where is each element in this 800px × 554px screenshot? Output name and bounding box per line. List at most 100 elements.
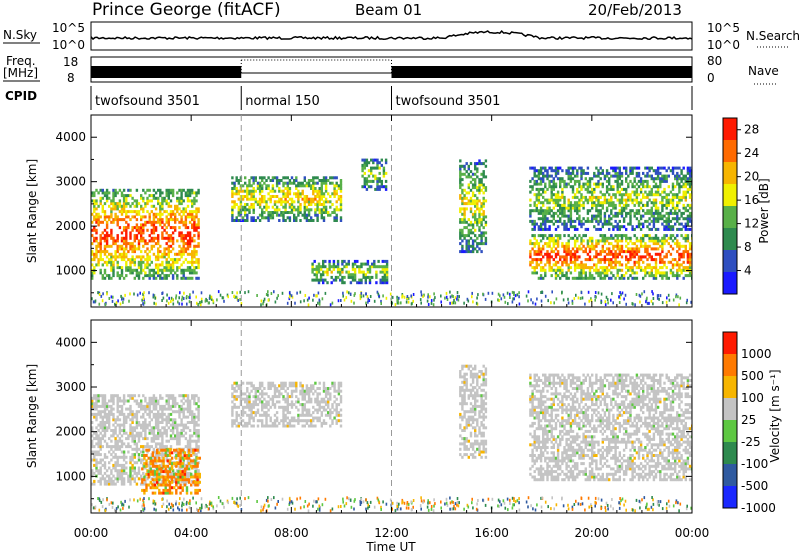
data-cell [656,236,660,240]
data-cell [467,202,470,206]
data-cell [336,275,340,279]
data-cell [140,260,143,264]
data-cell [480,212,483,216]
data-cell [371,265,374,269]
data-cell [343,265,346,269]
data-cell [582,244,585,248]
data-cell [110,207,113,211]
data-cell [333,195,336,198]
y-tick-label: 2000 [55,219,86,233]
data-cell [539,209,543,213]
data-cell [682,225,685,229]
data-cell [140,196,143,200]
ground-scatter-cell [276,296,278,300]
data-cell [533,201,536,205]
data-cell [237,208,240,212]
data-cell [93,482,96,486]
data-cell [165,242,168,246]
data-cell [271,216,275,220]
data-cell [197,258,200,262]
ground-scatter-cell [204,299,207,303]
data-cell [182,396,185,400]
data-cell [659,258,662,262]
data-cell [297,213,300,217]
data-cell [171,399,175,403]
data-cell [178,437,181,441]
data-cell [584,271,587,275]
data-cell [120,434,124,438]
ground-scatter-cell [373,299,376,303]
data-cell [237,219,240,222]
data-cell [148,194,151,198]
data-cell [180,479,183,483]
data-cell [91,271,94,275]
data-cell [680,214,683,218]
data-cell [484,188,488,192]
data-cell [686,171,690,175]
data-cell [193,210,196,214]
data-cell [105,242,109,246]
ground-scatter-cell [445,295,448,299]
data-cell [295,176,298,180]
data-cell [686,250,690,254]
ground-scatter-cell [527,299,529,303]
data-cell [625,203,628,207]
data-cell [122,394,126,398]
data-cell [154,421,158,424]
data-cell [644,242,647,246]
data-cell [254,200,257,204]
data-cell [554,252,558,256]
data-cell [110,471,113,475]
data-cell [186,276,190,280]
data-cell [159,421,162,424]
ground-scatter-cell [353,301,355,305]
data-cell [169,404,173,408]
data-cell [353,259,357,263]
data-cell [171,231,175,235]
data-cell [584,171,587,175]
data-cell [110,231,113,235]
data-cell [312,187,315,190]
data-cell [669,211,673,215]
data-cell [459,242,462,246]
cpid-segment-label: normal 150 [245,94,320,109]
data-cell [561,263,564,267]
data-cell [122,239,126,243]
data-cell [612,266,615,270]
data-cell [659,193,662,197]
data-cell [171,226,175,230]
data-cell [186,474,190,478]
data-cell [537,276,541,280]
data-cell [105,191,109,195]
data-cell [91,242,94,246]
data-cell [152,274,156,278]
data-cell [631,198,634,202]
data-cell [91,421,94,424]
data-cell [546,206,549,210]
data-cell [135,188,139,192]
data-cell [125,471,128,475]
data-cell [595,263,598,267]
data-cell [144,191,147,195]
data-cell [680,185,683,189]
data-cell [333,192,336,196]
data-cell [646,209,649,213]
data-cell [167,236,170,240]
ground-scatter-cell [233,295,235,298]
data-cell [646,252,649,256]
ground-scatter-cell [467,299,470,303]
data-cell [154,437,158,441]
data-cell [120,479,124,483]
data-cell [167,252,170,256]
data-cell [537,182,541,186]
data-cell [618,190,621,194]
ground-scatter-cell [362,294,365,298]
data-cell [654,209,658,213]
data-cell [385,281,389,285]
data-cell [597,169,600,173]
data-cell [193,228,196,232]
data-cell [335,216,338,220]
data-cell [290,197,294,201]
data-cell [118,202,122,206]
data-cell [669,252,673,256]
